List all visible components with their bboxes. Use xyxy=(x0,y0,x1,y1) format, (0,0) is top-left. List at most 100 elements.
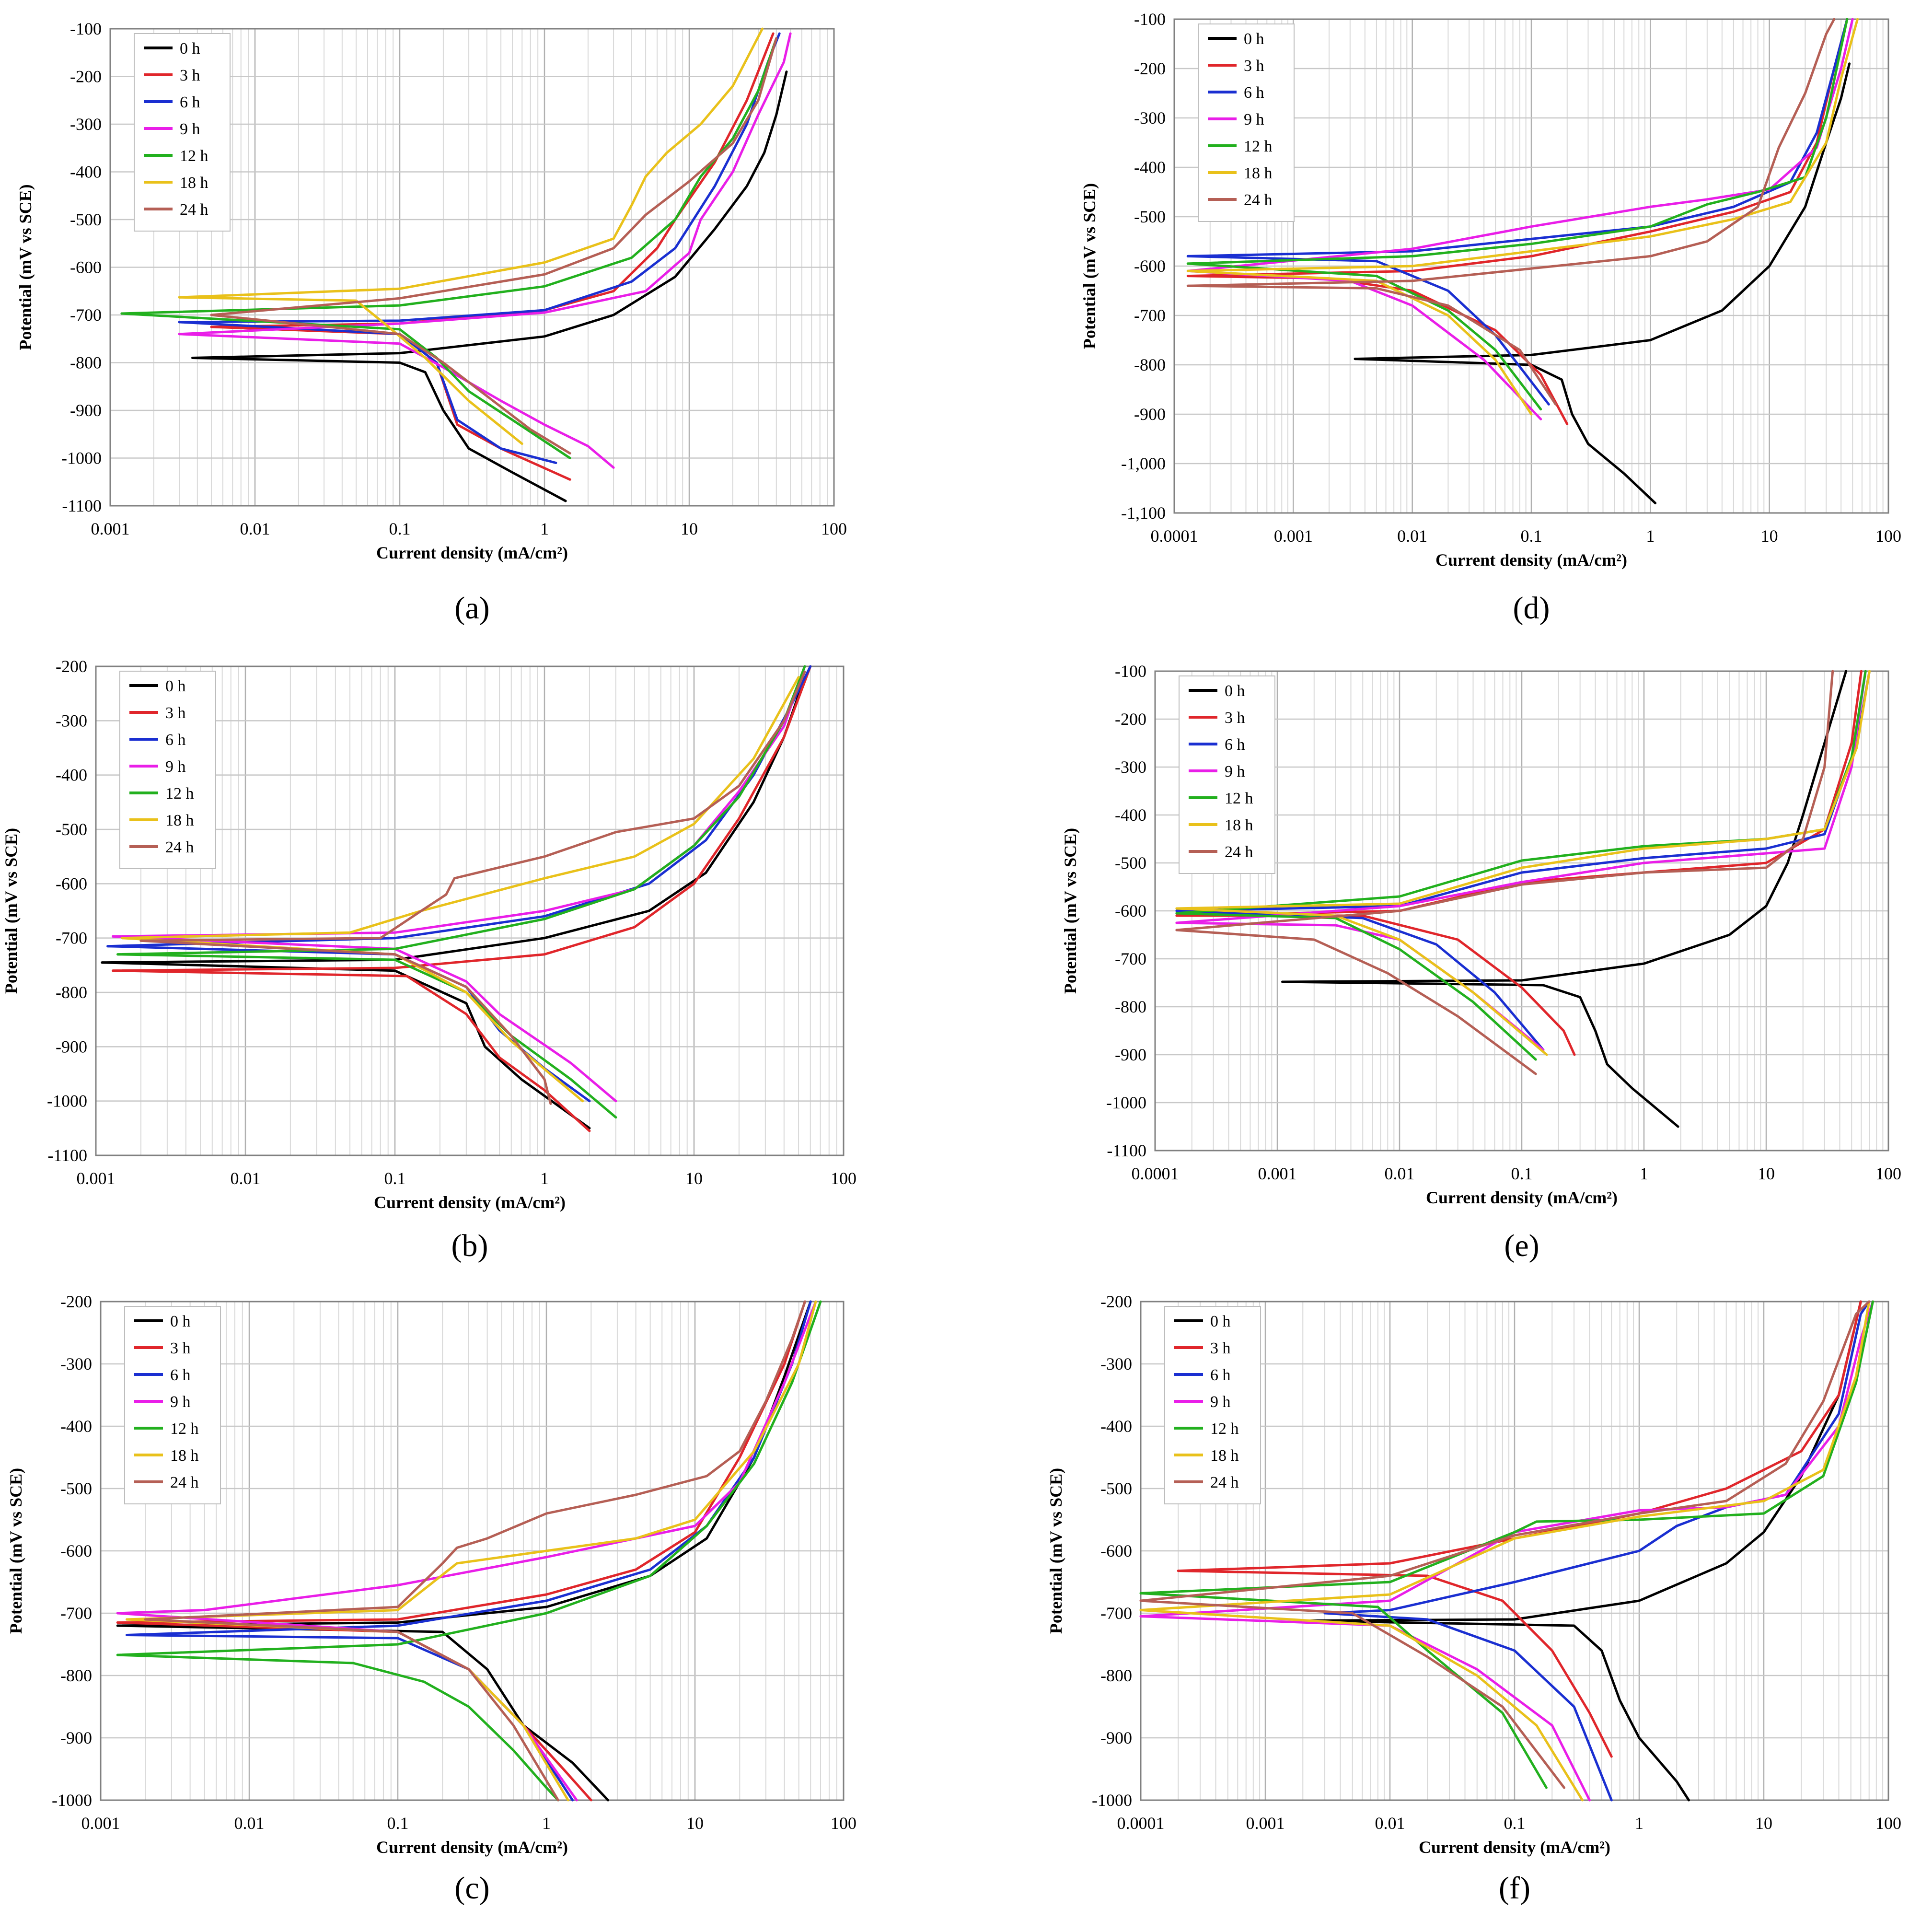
series-line-18h-anodic xyxy=(1139,1300,1871,1611)
series-line-24h-anodic xyxy=(144,1300,806,1621)
legend: 0 h 3 h 6 h 9 h 12 h 18 h 24 h xyxy=(124,1306,221,1504)
y-tick-label: -800 xyxy=(56,983,87,1002)
x-tick-label: 0.001 xyxy=(81,1814,120,1833)
series-line-12h-anodic xyxy=(1139,1300,1874,1594)
y-tick-label: -200 xyxy=(1134,59,1166,78)
legend: 0 h 3 h 6 h 9 h 12 h 18 h 24 h xyxy=(119,671,216,869)
series-line-9h-anodic xyxy=(1186,18,1854,272)
y-tick-label: -700 xyxy=(1134,306,1166,325)
x-tick-label: 0.01 xyxy=(231,1169,261,1188)
legend: 0 h 3 h 6 h 9 h 12 h 18 h 24 h xyxy=(1179,675,1275,874)
series-line-12h-cathodic xyxy=(116,1653,559,1802)
series-line-24h-anodic xyxy=(139,670,806,942)
series-line-18h-anodic xyxy=(121,676,800,940)
series-line-18h-anodic xyxy=(1186,18,1859,272)
series-line-9h-anodic xyxy=(1175,670,1867,924)
y-tick-label: -800 xyxy=(70,353,102,372)
x-tick-label: 0.1 xyxy=(1504,1814,1526,1833)
series-line-9h-cathodic xyxy=(1139,1615,1591,1802)
y-tick-label: -1000 xyxy=(47,1092,87,1111)
panel-label: (d) xyxy=(1513,591,1550,626)
series-line-6h-cathodic xyxy=(178,321,557,464)
x-tick-label: 0.001 xyxy=(1258,1164,1297,1183)
y-axis-title: Potential (mV vs SCE) xyxy=(16,184,35,350)
y-tick-label: -900 xyxy=(1100,1728,1132,1747)
legend: 0 h 3 h 6 h 9 h 12 h 18 h 24 h xyxy=(1198,23,1295,222)
series-line-9h-anodic xyxy=(178,32,792,336)
x-tick-label: 1 xyxy=(1640,1164,1648,1183)
x-tick-label: 10 xyxy=(686,1814,704,1833)
x-tick-label: 10 xyxy=(1755,1814,1772,1833)
y-tick-label: -1100 xyxy=(47,1146,87,1165)
y-tick-label: -100 xyxy=(70,19,102,38)
x-tick-label: 0.0001 xyxy=(1151,526,1198,546)
plot-frame xyxy=(100,1301,845,1801)
series-line-3h-anodic xyxy=(116,1300,806,1624)
legend-label: 0 h xyxy=(1244,30,1264,48)
y-axis-title: Potential (mV vs SCE) xyxy=(1061,828,1080,994)
series-line-9h-anodic xyxy=(1139,1300,1874,1618)
legend-label: 12 h xyxy=(180,147,208,165)
plot-frame xyxy=(95,665,845,1156)
series-line-0h-cathodic xyxy=(1281,980,1679,1128)
legend-label: 6 h xyxy=(180,93,200,111)
series-line-24h-cathodic xyxy=(210,314,571,455)
y-tick-label: -500 xyxy=(70,210,102,229)
series-line-0h-anodic xyxy=(1354,62,1851,361)
x-tick-label: 100 xyxy=(831,1169,856,1188)
x-axis-title: Current density (mA/cm²) xyxy=(376,543,568,562)
y-tick-label: -500 xyxy=(56,820,87,839)
y-axis-title: Potential (mV vs SCE) xyxy=(1080,183,1099,349)
x-tick-label: 0.1 xyxy=(387,1814,409,1833)
y-tick-label: -1000 xyxy=(52,1791,92,1810)
y-tick-label: -1000 xyxy=(1106,1093,1146,1112)
y-tick-label: -400 xyxy=(1134,158,1166,177)
x-axis-title: Current density (mA/cm²) xyxy=(1435,550,1627,570)
series-line-0h-anodic xyxy=(116,1300,812,1627)
legend-label: 9 h xyxy=(165,758,186,776)
legend-label: 18 h xyxy=(1244,164,1273,182)
legend-label: 3 h xyxy=(1210,1339,1231,1357)
y-tick-label: -200 xyxy=(1100,1292,1132,1311)
series-line-0h-cathodic xyxy=(191,357,567,502)
x-tick-label: 100 xyxy=(1875,1814,1901,1833)
y-tick-label: -300 xyxy=(1134,108,1166,128)
y-tick-label: -300 xyxy=(1115,757,1146,777)
x-tick-label: 0.01 xyxy=(240,519,270,538)
series-line-24h-cathodic xyxy=(139,939,552,1105)
series-line-12h-anodic xyxy=(1175,670,1867,915)
y-tick-label: -600 xyxy=(70,258,102,277)
series-line-3h-anodic xyxy=(1177,1300,1862,1572)
y-tick-label: -300 xyxy=(1100,1354,1132,1373)
x-tick-label: 0.1 xyxy=(389,519,411,538)
legend-box xyxy=(119,671,216,869)
y-tick-label: -800 xyxy=(60,1666,92,1685)
y-tick-label: -1100 xyxy=(1107,1141,1146,1160)
y-tick-label: -700 xyxy=(60,1604,92,1623)
x-tick-label: 10 xyxy=(681,519,698,538)
x-tick-label: 100 xyxy=(821,519,847,538)
chart-panel-1: 0.001 0.01 0.1 1 10 100 -100 -200 -300 -400 -500 -6… xyxy=(16,19,847,626)
x-tick-label: 0.0001 xyxy=(1117,1814,1165,1833)
y-tick-label: -800 xyxy=(1115,997,1146,1016)
series-line-0h-anodic xyxy=(191,70,788,359)
x-tick-label: 0.001 xyxy=(1274,526,1313,546)
legend-label: 12 h xyxy=(165,785,194,803)
y-tick-label: -900 xyxy=(70,401,102,420)
panel-label: (f) xyxy=(1499,1871,1530,1906)
y-tick-label: -400 xyxy=(60,1417,92,1436)
series-line-18h-anodic xyxy=(178,27,764,299)
y-tick-label: -900 xyxy=(56,1037,87,1056)
x-tick-label: 0.001 xyxy=(1246,1814,1285,1833)
x-tick-label: 100 xyxy=(1875,526,1901,546)
plot-frame xyxy=(1173,18,1889,514)
series-line-9h-cathodic xyxy=(178,333,615,469)
x-axis-title: Current density (mA/cm²) xyxy=(376,1838,568,1857)
series-line-9h-anodic xyxy=(112,665,806,938)
y-tick-label: -700 xyxy=(70,305,102,325)
y-tick-label: -300 xyxy=(60,1354,92,1373)
legend-box xyxy=(1198,23,1295,222)
x-axis-title: Current density (mA/cm²) xyxy=(1426,1188,1618,1207)
series-line-18h-anodic xyxy=(1175,670,1871,910)
y-axis-title: Potential (mV vs SCE) xyxy=(6,1468,25,1634)
